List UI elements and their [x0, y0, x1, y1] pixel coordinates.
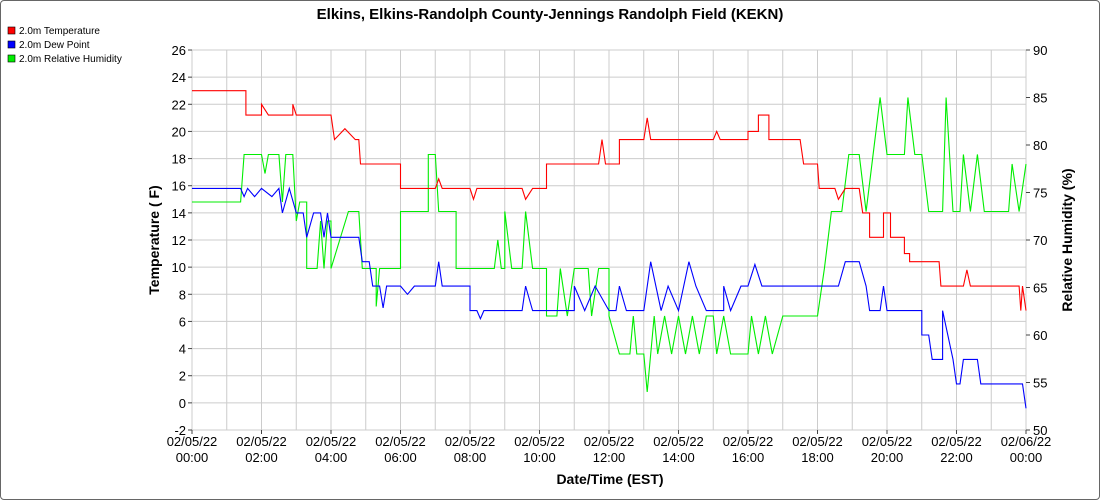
- left-tick-label: 26: [172, 43, 186, 58]
- x-tick-time: 10:00: [523, 450, 556, 465]
- legend-label: 2.0m Temperature: [19, 26, 100, 37]
- left-tick-label: 0: [179, 396, 186, 411]
- x-tick-date: 02/05/22: [723, 434, 774, 449]
- x-tick-date: 02/05/22: [931, 434, 982, 449]
- series-line-2-0m-relative-humidity: [192, 97, 1027, 393]
- series-line-2-0m-dew-point: [192, 186, 1027, 409]
- x-tick-time: 12:00: [593, 450, 626, 465]
- y-axis-right-title: Relative Humidity (%): [1059, 168, 1075, 311]
- x-tick-date: 02/05/22: [375, 434, 426, 449]
- x-tick-date: 02/05/22: [584, 434, 635, 449]
- right-tick-label: 80: [1033, 138, 1047, 153]
- x-tick-time: 04:00: [315, 450, 348, 465]
- x-tick-date: 02/05/22: [792, 434, 843, 449]
- left-tick-label: 6: [179, 314, 186, 329]
- right-tick-label: 50: [1033, 423, 1047, 438]
- x-tick-date: 02/05/22: [445, 434, 496, 449]
- x-tick-time: 00:00: [1010, 450, 1043, 465]
- right-tick-label: 70: [1033, 233, 1047, 248]
- left-tick-label: 14: [172, 206, 186, 221]
- left-tick-label: 4: [179, 342, 186, 357]
- x-tick-time: 06:00: [384, 450, 417, 465]
- legend-swatch: [7, 54, 16, 63]
- x-tick-date: 02/05/22: [167, 434, 218, 449]
- left-tick-label: 12: [172, 233, 186, 248]
- x-axis-ticks: 02/05/2200:0002/05/2202:0002/05/2204:000…: [167, 430, 1052, 465]
- left-tick-label: 24: [172, 70, 186, 85]
- right-tick-label: 55: [1033, 376, 1047, 391]
- right-tick-label: 65: [1033, 281, 1047, 296]
- x-tick-time: 22:00: [940, 450, 973, 465]
- right-tick-label: 75: [1033, 186, 1047, 201]
- right-tick-label: 60: [1033, 328, 1047, 343]
- legend: 2.0m Temperature 2.0m Dew Point 2.0m Relat…: [7, 26, 122, 65]
- left-tick-label: 18: [172, 152, 186, 167]
- left-tick-label: 2: [179, 369, 186, 384]
- x-tick-time: 08:00: [454, 450, 487, 465]
- series-layer: [192, 90, 1027, 409]
- x-tick-time: 14:00: [662, 450, 695, 465]
- legend-swatch: [7, 26, 16, 35]
- x-tick-time: 20:00: [871, 450, 904, 465]
- left-tick-label: 8: [179, 287, 186, 302]
- legend-label: 2.0m Relative Humidity: [19, 54, 122, 65]
- x-axis-title: Date/Time (EST): [556, 471, 663, 487]
- series-line-2-0m-temperature: [192, 90, 1027, 311]
- chart-title: Elkins, Elkins-Randolph County-Jennings …: [317, 6, 784, 23]
- x-tick-date: 02/05/22: [306, 434, 357, 449]
- left-tick-label: 10: [172, 260, 186, 275]
- legend-swatch: [7, 40, 16, 49]
- left-tick-label: -2: [174, 423, 186, 438]
- left-tick-label: 16: [172, 179, 186, 194]
- right-tick-label: 85: [1033, 91, 1047, 106]
- x-tick-time: 02:00: [245, 450, 278, 465]
- x-tick-time: 16:00: [732, 450, 765, 465]
- x-tick-time: 18:00: [801, 450, 834, 465]
- legend-label: 2.0m Dew Point: [19, 40, 90, 51]
- right-axis-ticks: 50 55 60 65 70 75 80 85 90: [1026, 43, 1047, 438]
- left-tick-label: 22: [172, 97, 186, 112]
- x-tick-date: 02/05/22: [236, 434, 287, 449]
- x-tick-date: 02/05/22: [653, 434, 704, 449]
- right-tick-label: 90: [1033, 43, 1047, 58]
- x-tick-date: 02/05/22: [862, 434, 913, 449]
- x-tick-time: 00:00: [176, 450, 209, 465]
- x-tick-date: 02/06/22: [1001, 434, 1052, 449]
- left-tick-label: 20: [172, 124, 186, 139]
- x-tick-date: 02/05/22: [514, 434, 565, 449]
- y-axis-left-title: Temperature ( F): [146, 185, 162, 294]
